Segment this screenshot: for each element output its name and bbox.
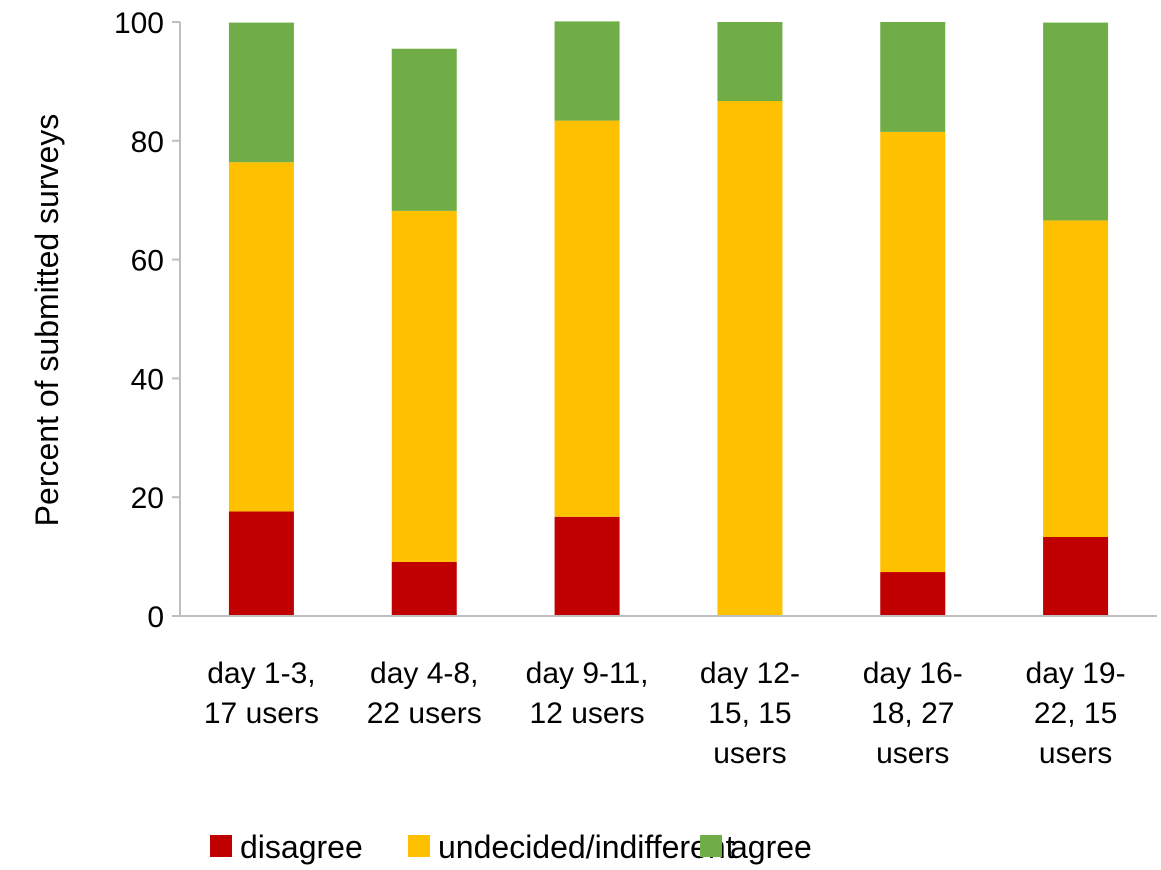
- x-category-label: users: [876, 737, 949, 770]
- bar-undecided-indifferent-3: [554, 120, 620, 517]
- x-category-label: 17 users: [204, 697, 319, 730]
- bar-agree-6: [1043, 22, 1109, 221]
- x-category-label: users: [1039, 737, 1112, 770]
- legend-swatch-disagree: [210, 835, 232, 857]
- bar-disagree-5: [880, 572, 946, 616]
- y-tick-label: 40: [131, 363, 164, 396]
- bar-agree-4: [717, 22, 783, 102]
- x-category-label: 22 users: [367, 697, 482, 730]
- bar-disagree-1: [228, 511, 294, 616]
- bar-undecided-indifferent-2: [391, 210, 457, 562]
- bar-agree-1: [228, 22, 294, 163]
- x-category-label: users: [713, 737, 786, 770]
- x-category-label: day 4-8,: [370, 657, 478, 690]
- bar-disagree-6: [1043, 536, 1109, 616]
- bar-agree-2: [391, 48, 457, 211]
- y-axis-title: Percent of submitted surveys: [29, 114, 65, 527]
- x-category-label: day 9-11,: [526, 657, 649, 690]
- y-tick-label: 60: [131, 245, 164, 278]
- x-category-label: 22, 15: [1034, 697, 1117, 730]
- y-tick-label: 0: [147, 601, 164, 634]
- y-tick-label: 80: [131, 126, 164, 159]
- bar-disagree-3: [554, 516, 620, 616]
- x-category-label: 12 users: [530, 697, 645, 730]
- legend-swatch-agree: [700, 835, 722, 857]
- bar-undecided-indifferent-5: [880, 131, 946, 573]
- x-category-label: day 12-: [700, 657, 800, 690]
- legend-label: agree: [730, 829, 812, 865]
- bar-undecided-indifferent-4: [717, 101, 783, 616]
- x-category-label: 18, 27: [871, 697, 954, 730]
- x-category-label: 15, 15: [708, 697, 791, 730]
- bars: [228, 21, 1109, 616]
- bar-disagree-2: [391, 561, 457, 616]
- legend-label: undecided/indifferent: [438, 829, 735, 865]
- x-category-label: day 19-: [1026, 657, 1126, 690]
- legend-label: disagree: [240, 829, 363, 865]
- x-category-label: day 1-3,: [207, 657, 315, 690]
- x-category-label: day 16-: [863, 657, 963, 690]
- y-tick-label: 20: [131, 482, 164, 515]
- bar-agree-3: [554, 21, 620, 121]
- bar-agree-5: [880, 22, 946, 132]
- bar-undecided-indifferent-1: [228, 162, 294, 512]
- y-axis-ticks: 0 20 40 60 80 100: [114, 7, 180, 634]
- legend-swatch-undecided-indifferent: [408, 835, 430, 857]
- bar-undecided-indifferent-6: [1043, 220, 1109, 537]
- x-axis-labels: day 1-3, 17 users day 4-8, 22 users day 9-11…: [204, 657, 1126, 770]
- y-tick-label: 100: [114, 7, 164, 40]
